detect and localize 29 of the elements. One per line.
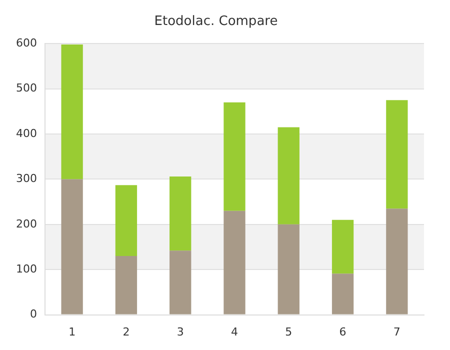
bar bbox=[170, 176, 192, 251]
x-tick-label: 5 bbox=[285, 325, 292, 338]
bar bbox=[115, 256, 138, 314]
y-tick-label: 200 bbox=[16, 217, 37, 230]
y-tick-label: 100 bbox=[16, 262, 37, 276]
bar bbox=[386, 208, 408, 314]
y-tick-label: 500 bbox=[16, 82, 37, 95]
bar bbox=[386, 100, 408, 209]
chart-title: Etodolac. Compare bbox=[154, 14, 278, 30]
bar bbox=[61, 44, 83, 180]
y-tick-label: 300 bbox=[16, 172, 37, 186]
bar bbox=[278, 224, 300, 314]
bar bbox=[170, 250, 192, 314]
y-tick-label: 0 bbox=[30, 308, 37, 321]
bar bbox=[278, 127, 300, 224]
bar bbox=[224, 102, 246, 211]
bar bbox=[115, 185, 138, 256]
x-tick-label: 3 bbox=[176, 325, 184, 338]
bar bbox=[332, 274, 354, 314]
y-tick-label: 400 bbox=[16, 126, 37, 140]
x-tick-label: 6 bbox=[339, 325, 346, 338]
x-tick-label: 4 bbox=[231, 325, 238, 338]
bar bbox=[61, 179, 83, 314]
y-tick-label: 600 bbox=[16, 36, 37, 50]
x-tick-label: 7 bbox=[393, 325, 400, 338]
x-tick-label: 2 bbox=[122, 325, 130, 338]
bar bbox=[332, 220, 354, 274]
x-tick-label: 1 bbox=[68, 325, 76, 338]
bar bbox=[224, 210, 246, 314]
